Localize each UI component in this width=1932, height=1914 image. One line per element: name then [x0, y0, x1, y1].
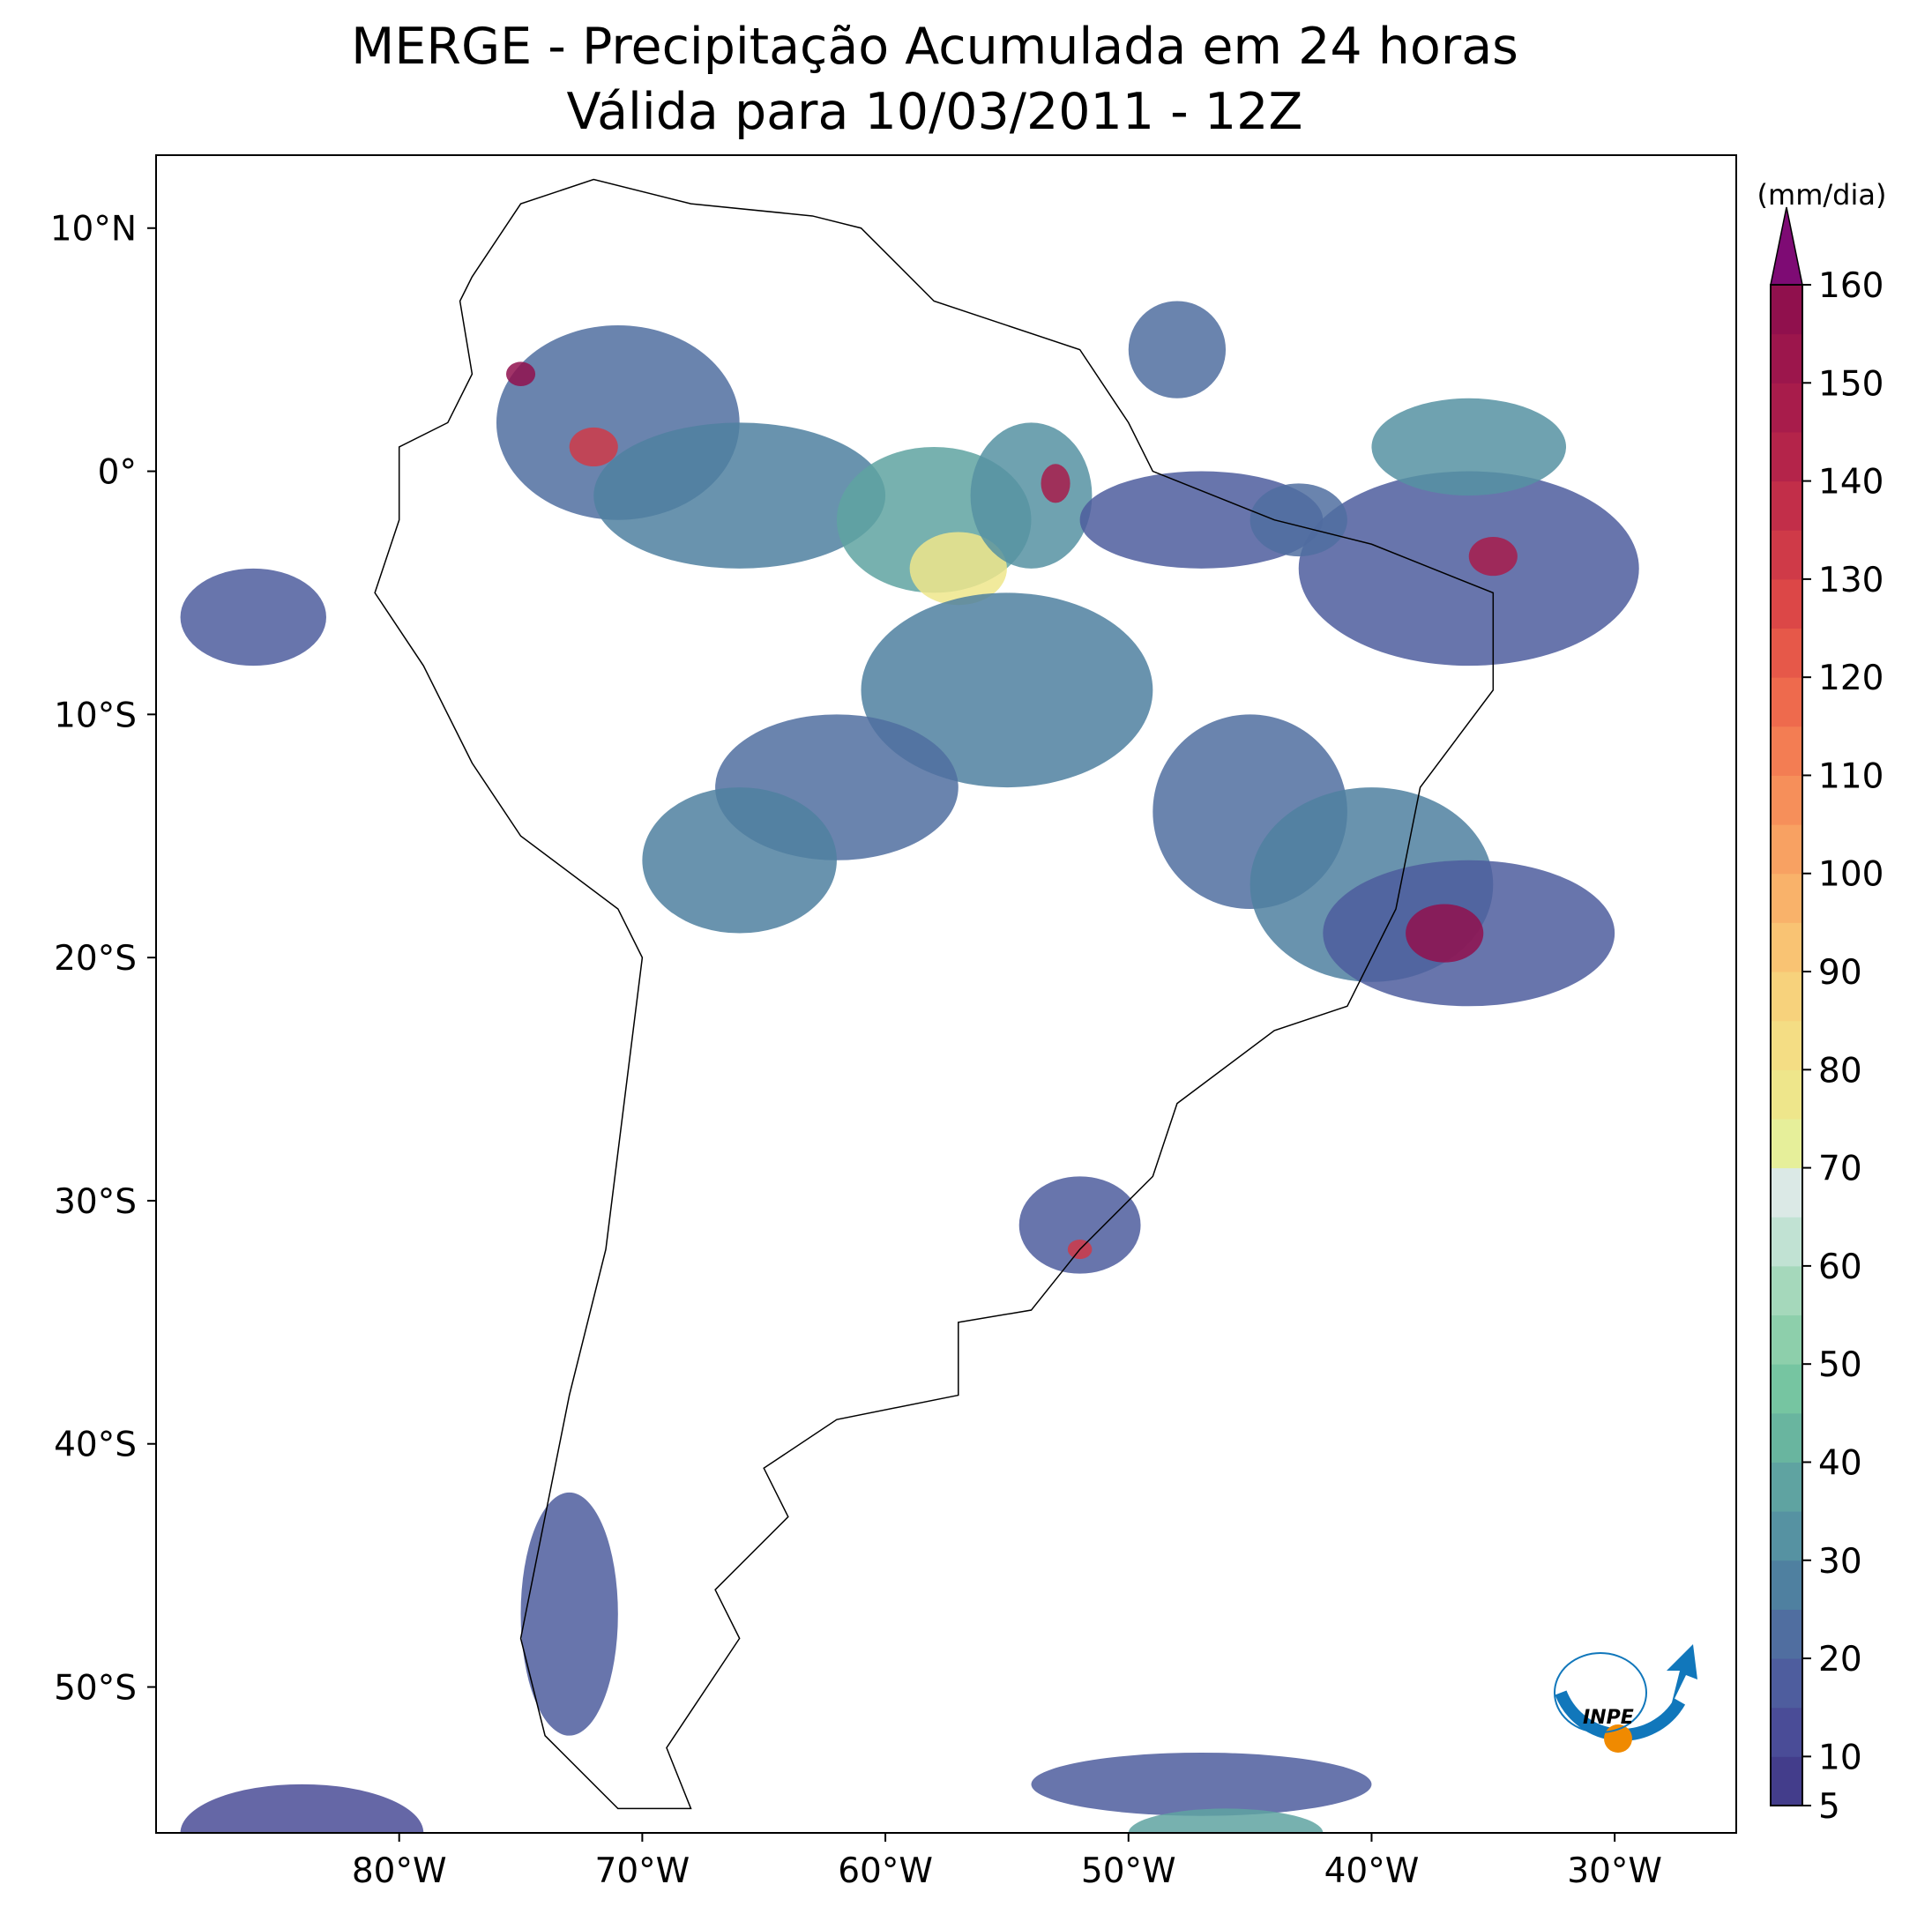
colorbar-label: (mm/dia) [1757, 178, 1887, 212]
precip-area [520, 1492, 618, 1736]
colorbar-band [1771, 530, 1802, 580]
precip-area [1468, 537, 1518, 577]
colorbar-band [1771, 824, 1802, 875]
y-tick-label: 10°S [54, 696, 137, 735]
x-tick-label: 30°W [1567, 1851, 1662, 1891]
colorbar-extend [1770, 206, 1803, 286]
y-tick-label: 50°S [54, 1669, 137, 1709]
precip-area [1298, 471, 1639, 667]
colorbar-tick-label: 20 [1818, 1640, 1862, 1679]
colorbar-band [1771, 1265, 1802, 1316]
colorbar-band [1771, 1707, 1802, 1757]
colorbar-band [1771, 1314, 1802, 1365]
colorbar-band [1771, 628, 1802, 678]
colorbar-frame [1770, 284, 1803, 1806]
colorbar-band [1771, 873, 1802, 923]
colorbar-tick-label: 70 [1818, 1150, 1862, 1189]
colorbar-band [1771, 1167, 1802, 1218]
title: MERGE - Precipitação Acumulada em 24 hor… [351, 18, 1518, 76]
map-area [180, 178, 1639, 1833]
colorbar-tick-label: 110 [1818, 756, 1884, 796]
logo-orbit [1554, 1652, 1647, 1733]
colorbar-tick-label: 50 [1818, 1345, 1862, 1385]
precip-area [1249, 483, 1347, 557]
map-frame [155, 154, 1737, 1834]
colorbar-band [1771, 1511, 1802, 1561]
precip-area [1128, 1808, 1324, 1833]
colorbar-band [1771, 1069, 1802, 1120]
colorbar-band [1771, 1364, 1802, 1414]
y-tick-label: 40°S [54, 1426, 137, 1465]
precip-area [180, 568, 326, 667]
colorbar-tick-label: 30 [1818, 1542, 1862, 1582]
precip-area [970, 422, 1093, 569]
colorbar-band [1771, 775, 1802, 825]
y-tick-label: 0° [98, 453, 137, 493]
colorbar-band [1771, 480, 1802, 531]
precip-area [861, 592, 1153, 788]
precip-area [1031, 1752, 1372, 1816]
colorbar-tick-label: 10 [1818, 1738, 1862, 1777]
colorbar-tick-label: 130 [1818, 561, 1884, 600]
precip-area [1018, 1176, 1141, 1274]
precip-area [642, 787, 837, 934]
colorbar-band [1771, 383, 1802, 433]
x-tick-label: 60°W [838, 1851, 933, 1891]
colorbar-band [1771, 726, 1802, 776]
colorbar-band [1771, 1020, 1802, 1070]
precip-area [180, 1784, 424, 1833]
precip-area [593, 422, 886, 569]
colorbar-band [1771, 1462, 1802, 1512]
precip-area [909, 532, 1007, 606]
colorbar-tick-label: 80 [1818, 1051, 1862, 1091]
colorbar-tick-label: 150 [1818, 364, 1884, 404]
x-tick-label: 40°W [1324, 1851, 1420, 1891]
colorbar-tick-label: 90 [1818, 953, 1862, 993]
colorbar-band [1771, 1756, 1802, 1806]
colorbar-band [1771, 677, 1802, 727]
colorbar-band [1771, 1658, 1802, 1709]
x-tick-label: 80°W [352, 1851, 447, 1891]
colorbar-tick-label: 5 [1818, 1787, 1840, 1827]
colorbar-band [1771, 285, 1802, 335]
precip-area [1041, 464, 1070, 503]
colorbar-band [1771, 431, 1802, 482]
colorbar-tick-label: 140 [1818, 463, 1884, 503]
colorbar-band [1771, 1412, 1802, 1463]
precip-area [1406, 904, 1484, 963]
x-tick-label: 70°W [595, 1851, 690, 1891]
colorbar-tick-label: 120 [1818, 659, 1884, 698]
subtitle: Válida para 10/03/2011 - 12Z [567, 83, 1303, 141]
precip-area [1079, 471, 1324, 569]
y-tick-label: 30°S [54, 1182, 137, 1222]
coastline [374, 178, 1495, 1810]
logo-text: INPE [1583, 1707, 1634, 1729]
colorbar-tick-label: 60 [1818, 1247, 1862, 1287]
colorbar-band [1771, 1560, 1802, 1610]
precip-area [1371, 398, 1567, 496]
colorbar-tick-label: 160 [1818, 266, 1884, 306]
colorbar-tick-label: 40 [1818, 1443, 1862, 1483]
y-tick-label: 10°N [50, 210, 137, 249]
colorbar-band [1771, 1609, 1802, 1659]
colorbar-band [1771, 578, 1802, 629]
colorbar-band [1771, 972, 1802, 1022]
logo-arrow [1667, 1644, 1697, 1706]
colorbar-band [1771, 1217, 1802, 1267]
y-tick-label: 20°S [54, 939, 137, 979]
colorbar-tick-label: 100 [1818, 855, 1884, 895]
precip-area [569, 427, 618, 467]
precip-area [505, 361, 536, 387]
colorbar-band [1771, 922, 1802, 972]
colorbar-band [1771, 1118, 1802, 1169]
colorbar-band [1771, 333, 1802, 384]
x-tick-label: 50°W [1081, 1851, 1176, 1891]
precip-area [1128, 301, 1227, 398]
